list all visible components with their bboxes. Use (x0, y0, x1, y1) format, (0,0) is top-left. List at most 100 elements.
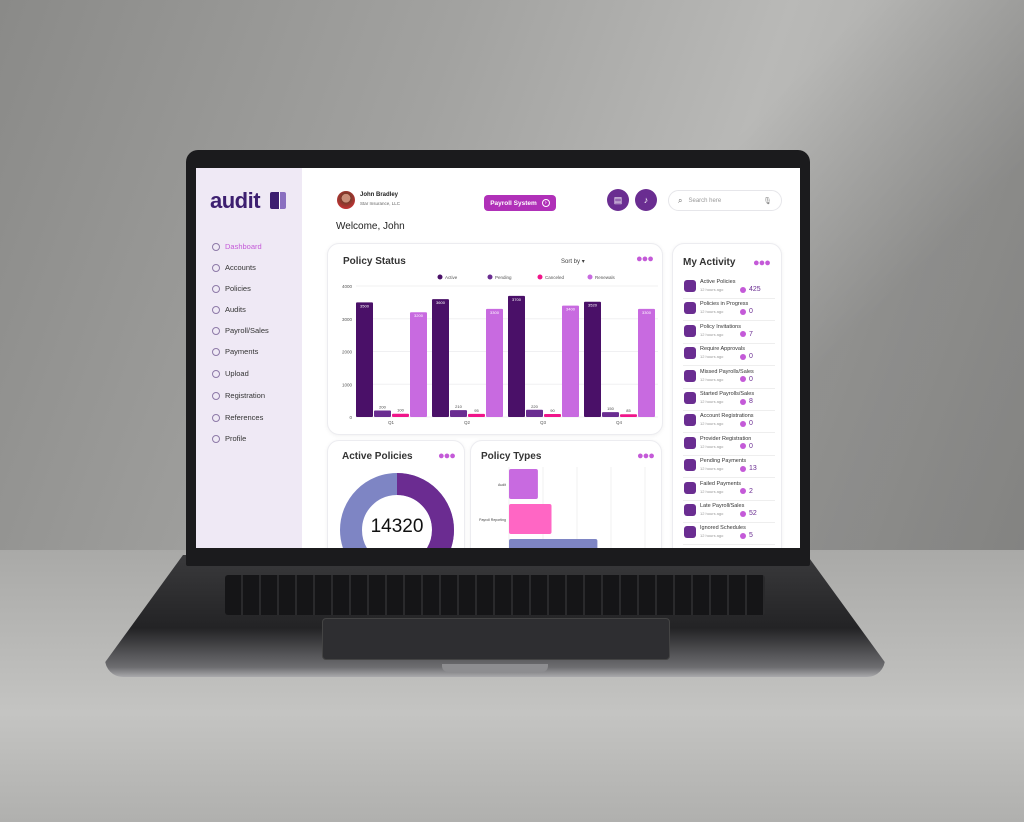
activity-item[interactable]: Pending Payments 12 hours ago 13 (683, 456, 775, 479)
y-tick-label: 1000 (342, 382, 353, 387)
activity-count: 0 (740, 376, 753, 383)
bar-canceled-q2[interactable] (468, 413, 485, 417)
more-options-icon[interactable]: ●●● (753, 257, 771, 269)
bar-active-q4[interactable] (584, 301, 601, 417)
activity-icon (684, 481, 696, 494)
sidebar-item-registration[interactable]: Registration (212, 391, 265, 400)
bar-value-label: 85 (626, 408, 631, 413)
sidebar-item-label: Accounts (225, 263, 256, 272)
legend-label: Pending (495, 275, 512, 280)
activity-icon (684, 280, 696, 292)
sort-by-dropdown[interactable]: Sort by ▾ (561, 258, 585, 265)
activity-count: 5 (740, 532, 753, 539)
bar-value-label: 3700 (512, 297, 522, 302)
user-name: John Bradley (360, 192, 399, 198)
bar-value-label: 3600 (436, 300, 446, 305)
activity-time: 12 hours ago (700, 533, 724, 539)
activity-count-value: 0 (749, 442, 753, 450)
activity-count-value: 0 (749, 420, 753, 428)
activity-item[interactable]: Failed Payments 12 hours ago 2 (683, 479, 775, 501)
bell-icon[interactable]: ♪ (635, 189, 657, 211)
activity-time: 12 hours ago (700, 421, 724, 427)
bar-renewals-q2[interactable] (486, 308, 503, 417)
sidebar-item-accounts[interactable]: Accounts (212, 263, 256, 272)
y-tick-label: 0 (349, 415, 352, 420)
activity-item[interactable]: Missed Payrolls/Sales 12 hours ago 0 (683, 367, 775, 389)
activity-count-value: 425 (749, 286, 761, 293)
sidebar-item-audits[interactable]: Audits (212, 305, 246, 314)
document-icon (212, 284, 220, 293)
sidebar-item-payroll-sales[interactable]: Payroll/Sales (212, 326, 269, 335)
microphone-icon[interactable]: 🎙 (763, 197, 772, 205)
activity-time: 12 hours ago (700, 354, 724, 360)
activity-count: 2 (740, 488, 753, 495)
activity-label: Missed Payrolls/Sales (700, 368, 754, 375)
bar-value-label: 3200 (414, 313, 424, 318)
y-tick-label: 4000 (342, 284, 353, 289)
sidebar-item-payments[interactable]: Payments (212, 347, 258, 356)
more-options-icon[interactable]: ●●● (636, 253, 654, 265)
bar-canceled-q3[interactable] (544, 414, 561, 417)
activity-time: 12 hours ago (700, 511, 724, 516)
policy-type-bar[interactable] (509, 539, 598, 548)
sidebar-item-upload[interactable]: Upload (212, 369, 249, 378)
activity-item[interactable]: Ignored Schedules 12 hours ago 5 (683, 523, 775, 546)
sidebar-item-references[interactable]: References (212, 413, 263, 422)
upload-icon (212, 369, 220, 378)
activity-item[interactable]: Require Approvals 12 hours ago 0 (683, 344, 775, 367)
activity-item[interactable]: Provider Registration 12 hours ago 0 (683, 434, 775, 456)
activity-time: 12 hours ago (700, 488, 724, 494)
bar-canceled-q1[interactable] (392, 413, 409, 417)
bar-value-label: 3300 (642, 310, 652, 315)
sidebar-item-profile[interactable]: Profile (212, 434, 246, 443)
activity-item[interactable]: Started Payrolls/Sales 12 hours ago 8 (683, 389, 775, 411)
sidebar-item-label: References (225, 413, 264, 422)
policy-type-bar[interactable] (509, 469, 538, 499)
bar-value-label: 90 (550, 408, 555, 413)
activity-icon (684, 369, 696, 382)
bar-pending-q2[interactable] (450, 410, 467, 417)
activity-icon (684, 302, 696, 315)
activity-time: 12 hours ago (700, 331, 724, 337)
activity-item[interactable]: Late Payroll/Sales 12 hours ago 52 (683, 501, 775, 523)
bar-active-q3[interactable] (508, 295, 525, 417)
more-options-icon[interactable]: ●●● (438, 450, 456, 462)
screen: audit Dashboard Accounts Policies Audits Pay… (196, 168, 800, 548)
sidebar-item-policies[interactable]: Policies (212, 284, 251, 293)
search-input[interactable]: ⌕ Search here 🎙 (668, 190, 782, 211)
payroll-system-button[interactable]: Payroll System › (484, 195, 556, 211)
activity-count: 8 (740, 398, 753, 405)
activity-label: Policies in Progress (700, 301, 749, 308)
activity-item[interactable]: Policy Invitations 12 hours ago 7 (683, 322, 775, 344)
bar-pending-q4[interactable] (602, 412, 619, 417)
activity-count-value: 13 (749, 465, 757, 473)
bar-active-q2[interactable] (432, 299, 449, 417)
policy-status-chart: 0 1000 2000 3000 4000 Active Pending Canceled Re… (342, 274, 658, 425)
bar-renewals-q3[interactable] (562, 305, 579, 417)
activity-item[interactable]: Active Policies 12 hours ago 425 (683, 277, 775, 299)
activity-label: Policy Invitations (700, 323, 741, 330)
more-options-icon[interactable]: ●●● (637, 450, 655, 462)
bar-value-label: 200 (379, 404, 386, 409)
x-tick-label: Q1 (388, 420, 395, 425)
avatar[interactable] (337, 191, 355, 209)
activity-item[interactable]: Account Registrations 12 hours ago 0 (683, 411, 775, 434)
activity-icon (684, 459, 696, 472)
sidebar-item-dashboard[interactable]: Dashboard (212, 242, 262, 251)
bar-active-q1[interactable] (356, 302, 373, 417)
donut-active-segment (340, 473, 454, 548)
sidebar-item-label: Dashboard (225, 242, 262, 251)
activity-count: 0 (740, 443, 753, 450)
bar-renewals-q1[interactable] (410, 312, 427, 417)
references-icon (212, 413, 220, 422)
activity-item[interactable]: Policies in Progress 12 hours ago 0 (683, 299, 775, 322)
my-activity-card: My Activity ●●● Active Policies 12 hours… (672, 243, 782, 548)
bar-pending-q3[interactable] (526, 409, 543, 417)
messages-icon[interactable]: ▤ (607, 189, 629, 211)
bar-pending-q1[interactable] (374, 410, 391, 417)
bar-canceled-q4[interactable] (620, 414, 637, 417)
policy-type-bar[interactable] (509, 504, 552, 534)
activity-label: Account Registrations (700, 413, 754, 420)
bar-renewals-q4[interactable] (638, 308, 655, 417)
company-name: Star Insurance, LLC (360, 201, 401, 206)
